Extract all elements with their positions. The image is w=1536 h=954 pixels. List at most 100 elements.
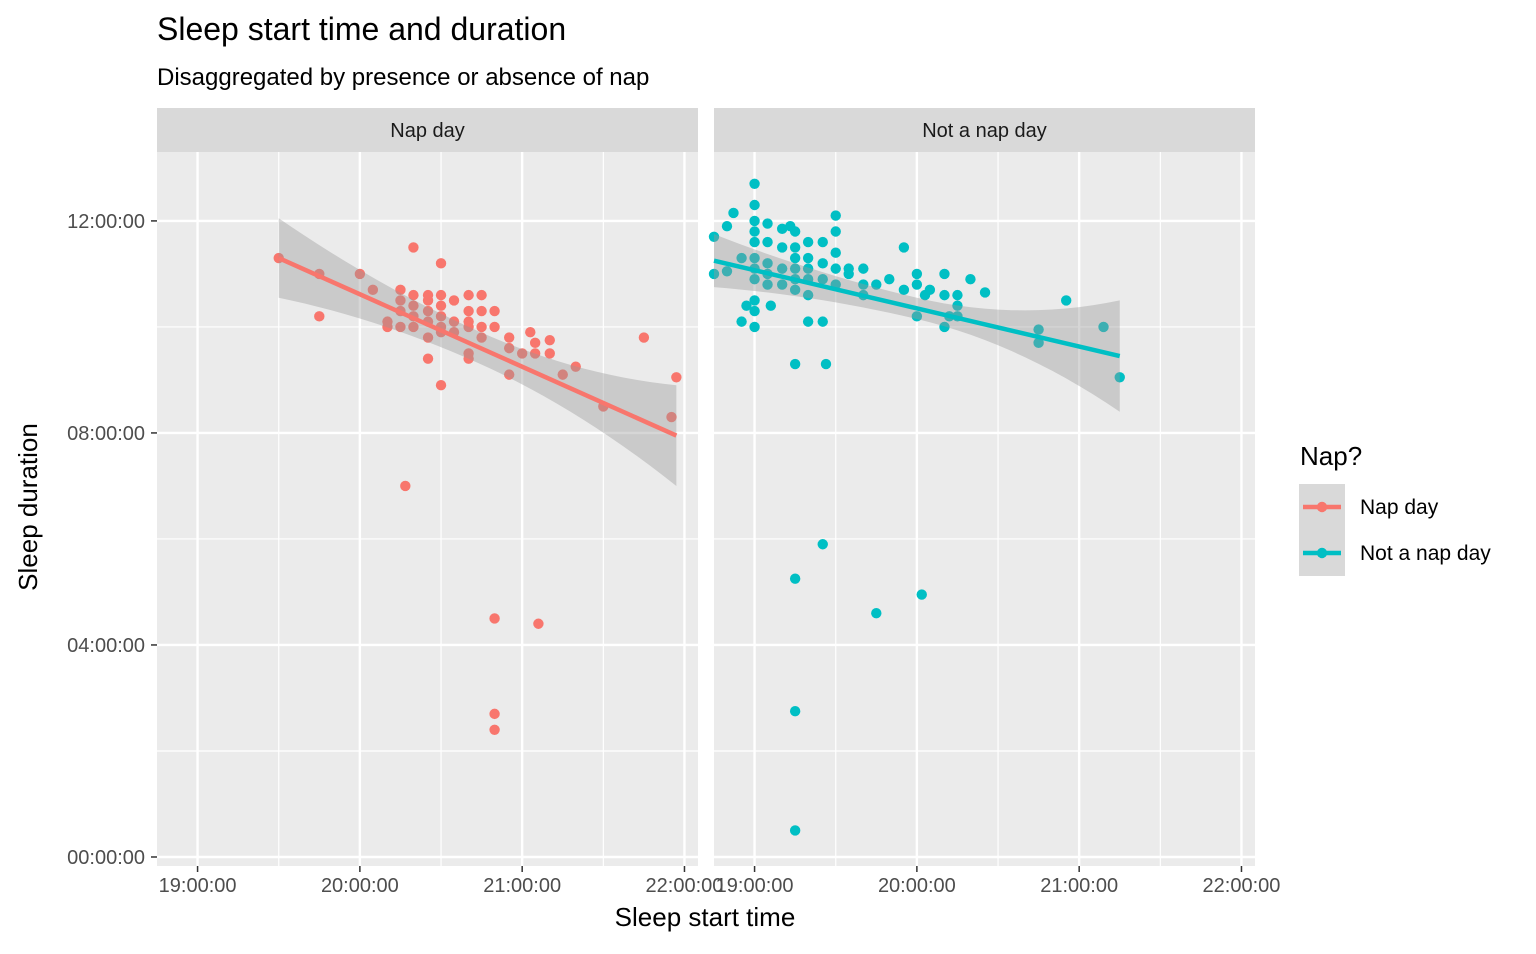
data-point [395, 295, 406, 306]
data-point [952, 300, 963, 311]
data-point [516, 348, 528, 359]
data-point [529, 348, 541, 359]
data-point [871, 279, 882, 290]
data-point [741, 300, 752, 311]
data-point [789, 706, 801, 717]
data-point [789, 358, 801, 370]
data-point [529, 337, 541, 349]
x-tick-label: 19:00:00 [716, 875, 794, 897]
data-point [762, 236, 773, 248]
data-point [858, 279, 869, 290]
data-point [721, 221, 733, 232]
x-tick-label: 22:00:00 [646, 875, 724, 897]
data-point [544, 348, 555, 359]
data-point [435, 311, 447, 322]
facet-strip-label: Not a nap day [922, 120, 1047, 142]
data-point [408, 300, 419, 311]
data-point [749, 215, 760, 227]
legend-entry-label: Nap day [1360, 496, 1439, 519]
data-point [762, 218, 773, 229]
data-point [749, 274, 760, 285]
data-point [898, 284, 910, 296]
data-point [708, 268, 720, 280]
data-point [533, 618, 544, 629]
data-point [789, 252, 801, 264]
data-point [503, 369, 515, 380]
legend-entry-label: Not a nap day [1360, 542, 1491, 565]
x-axis-label: Sleep start time [615, 902, 796, 932]
data-point [911, 268, 923, 280]
data-point [638, 332, 650, 343]
data-point [463, 289, 474, 301]
data-point [408, 242, 419, 253]
data-point [749, 295, 760, 306]
data-point [898, 242, 910, 253]
chart-subtitle: Disaggregated by presence or absence of … [157, 64, 649, 91]
data-point [979, 287, 991, 298]
data-point [749, 321, 760, 333]
y-axis: 00:00:00 04:00:00 08:00:00 12:00:00 [67, 211, 157, 869]
data-point [395, 321, 406, 333]
data-point [924, 284, 936, 296]
data-point [789, 284, 801, 296]
data-points [708, 178, 1125, 836]
data-point [749, 226, 760, 237]
data-point [749, 178, 760, 190]
data-point [435, 289, 447, 301]
data-point [489, 305, 500, 317]
data-point [749, 305, 760, 317]
data-point [666, 411, 677, 423]
confidence-band [278, 218, 677, 486]
data-point [762, 258, 773, 269]
data-point [965, 274, 976, 285]
data-point [736, 316, 747, 327]
fit-line [713, 258, 1121, 359]
grid [157, 152, 698, 866]
data-point [776, 263, 788, 274]
data-point [314, 311, 325, 322]
legend-key-point [1316, 501, 1328, 513]
legend-key-point [1316, 547, 1328, 559]
data-point [448, 295, 460, 306]
data-point [489, 724, 500, 735]
data-point [448, 316, 460, 327]
data-point [503, 332, 515, 343]
data-point [463, 353, 474, 364]
data-point [843, 268, 854, 280]
x-tick-label: 21:00:00 [1040, 875, 1118, 897]
data-point [871, 607, 882, 619]
data-point [952, 289, 963, 301]
data-point [802, 316, 814, 327]
chart-title: Sleep start time and duration [157, 11, 566, 47]
data-point [802, 289, 814, 301]
y-tick-label: 12:00:00 [67, 211, 145, 233]
data-point [708, 231, 720, 243]
facet-strip-label: Nap day [390, 120, 465, 142]
data-point [728, 207, 739, 219]
data-point [884, 274, 895, 285]
panel-background [157, 152, 698, 866]
data-point [858, 263, 869, 274]
data-point [1033, 324, 1044, 335]
data-point [544, 334, 555, 346]
data-point [939, 321, 950, 333]
data-point [570, 361, 581, 372]
data-point [476, 321, 487, 333]
data-point [762, 279, 773, 290]
data-point [765, 300, 777, 311]
data-point [422, 295, 434, 306]
data-point [408, 321, 419, 333]
data-point [939, 289, 950, 301]
fit-line [277, 255, 678, 438]
data-point [749, 236, 760, 248]
y-tick-label: 00:00:00 [67, 847, 145, 869]
data-point [435, 300, 447, 311]
data-point [354, 268, 366, 280]
data-point [830, 263, 841, 274]
data-point [911, 279, 923, 290]
y-tick-label: 08:00:00 [67, 423, 145, 445]
legend-title: Nap? [1300, 441, 1362, 471]
data-point [911, 311, 923, 322]
data-point [817, 236, 828, 248]
